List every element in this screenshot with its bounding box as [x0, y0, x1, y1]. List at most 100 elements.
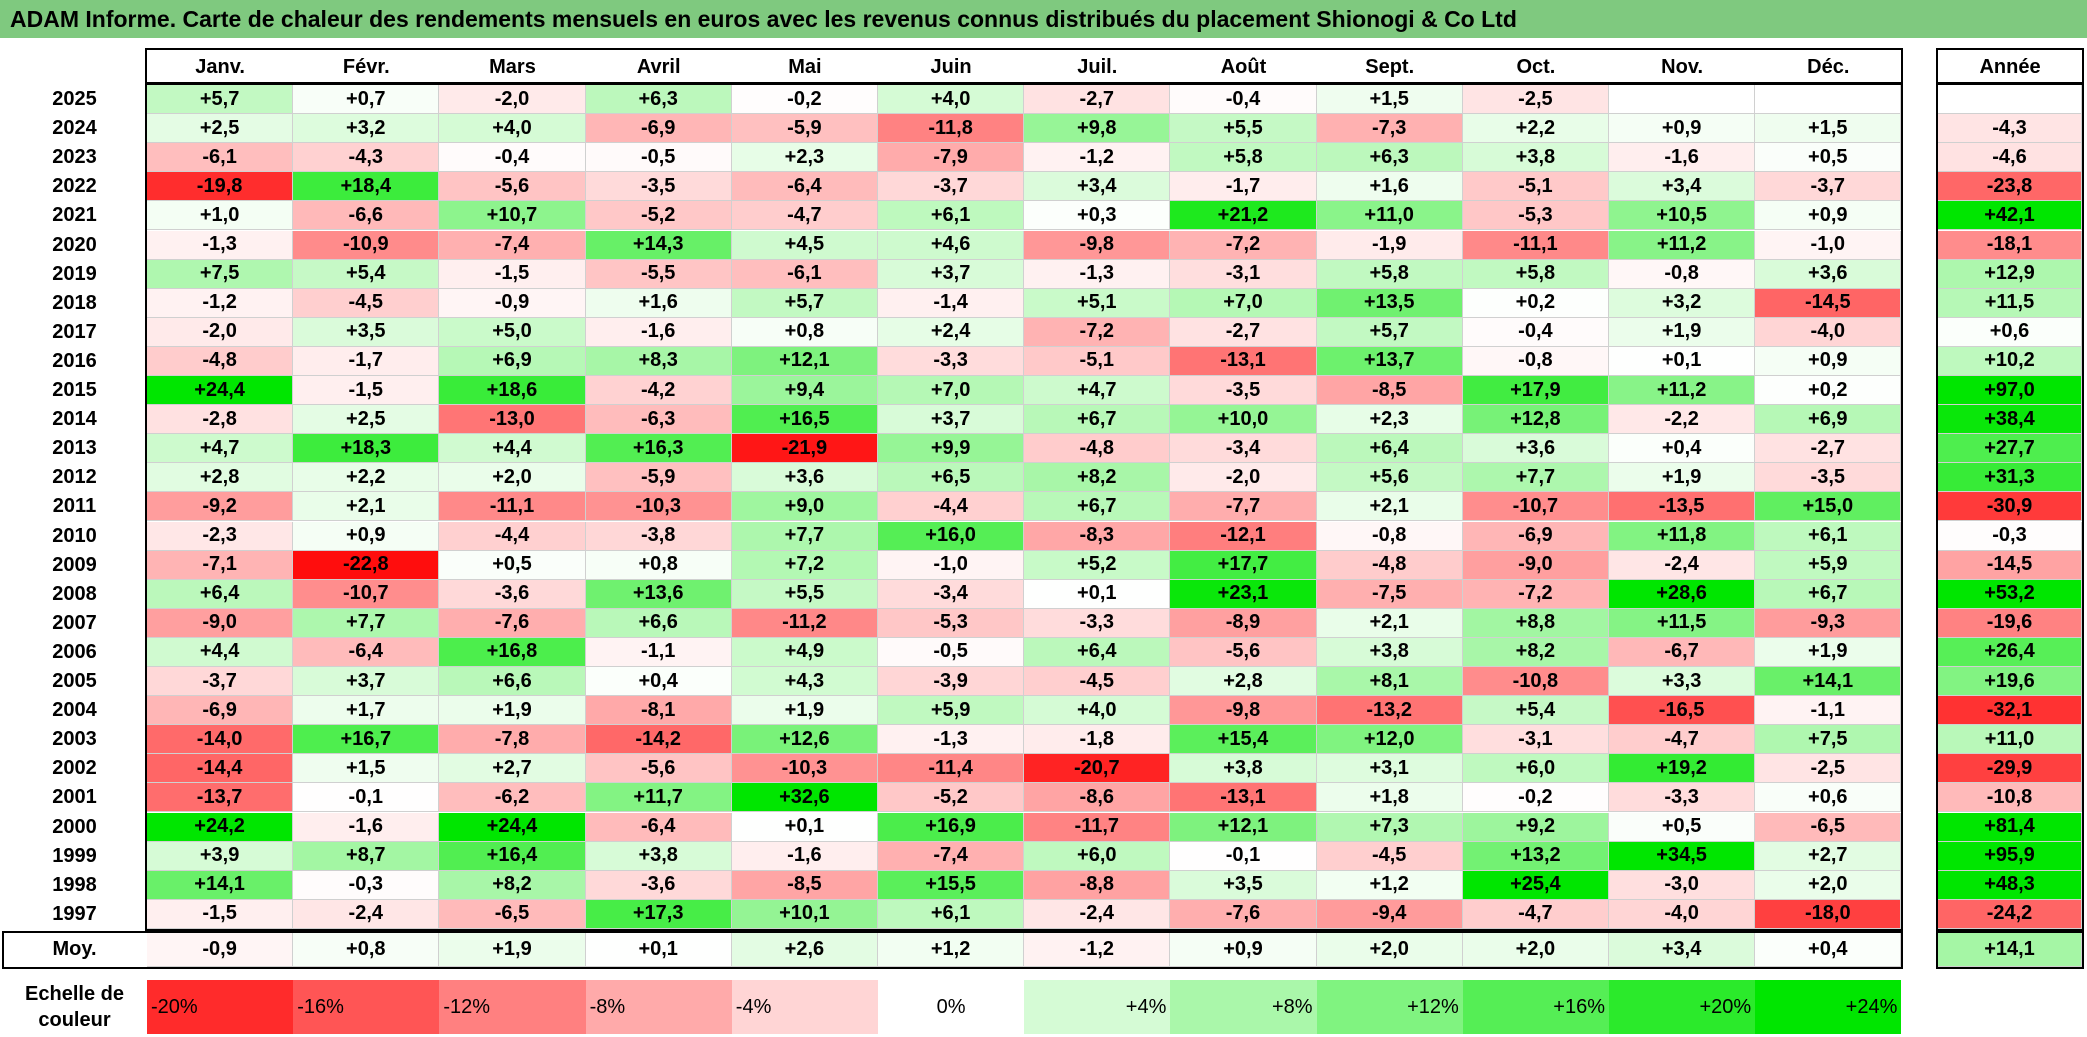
heatmap-cell: +6,9	[439, 346, 586, 376]
heatmap-cell: -6,4	[585, 812, 732, 842]
average-cell: -1,2	[1024, 932, 1171, 967]
month-header: Juin	[930, 55, 972, 78]
heatmap-cell: +9,9	[878, 434, 1025, 464]
heatmap-cell: -4,8	[1024, 434, 1171, 464]
heatmap-cell: +7,7	[731, 521, 878, 551]
heatmap-cell: +4,9	[731, 637, 878, 667]
heatmap-cell: -5,1	[1024, 346, 1171, 376]
heatmap-cell: -2,4	[1024, 899, 1171, 929]
heatmap-cell: +18,4	[293, 172, 440, 202]
heatmap-cell: -7,2	[1170, 230, 1317, 260]
scale-swatch: +24%	[1755, 980, 1902, 1034]
month-header: Mars	[489, 55, 536, 78]
heatmap-cell: -1,3	[147, 230, 294, 260]
heatmap-cell: +10,7	[439, 201, 586, 231]
heatmap-cell: +7,0	[878, 376, 1025, 406]
annual-cell: -0,3	[1938, 521, 2082, 551]
heatmap-cell: -18,0	[1755, 899, 1902, 929]
annual-cell: -18,1	[1938, 230, 2082, 260]
year-label: 1997	[52, 902, 97, 925]
average-cell: +2,6	[731, 932, 878, 967]
year-label: 2020	[52, 233, 97, 256]
heatmap-cell: +16,5	[731, 405, 878, 435]
year-label: 1999	[52, 844, 97, 867]
heatmap-cell: -3,3	[878, 346, 1025, 376]
heatmap-cell: +3,7	[293, 667, 440, 697]
heatmap-cell: +4,3	[731, 667, 878, 697]
heatmap-cell: -0,3	[293, 870, 440, 900]
heatmap-cell: +11,8	[1609, 521, 1756, 551]
heatmap-cell: +5,8	[1462, 259, 1609, 289]
heatmap-cell: -4,5	[1316, 841, 1463, 871]
heatmap-cell: +2,5	[147, 114, 294, 144]
heatmap-cell: +1,6	[585, 288, 732, 318]
heatmap-cell: -0,5	[878, 637, 1025, 667]
heatmap-cell: +5,5	[731, 579, 878, 609]
heatmap-cell: +5,8	[1170, 143, 1317, 173]
heatmap-cell: +13,5	[1316, 288, 1463, 318]
heatmap-cell: +6,9	[1755, 405, 1902, 435]
heatmap-cell: -6,3	[585, 405, 732, 435]
heatmap-cell: +7,5	[1755, 725, 1902, 755]
heatmap-cell: -1,5	[439, 259, 586, 289]
heatmap-cell: +1,5	[1316, 85, 1463, 115]
heatmap-cell: +8,7	[293, 841, 440, 871]
heatmap-cell: -1,1	[1755, 696, 1902, 726]
heatmap-cell: +3,5	[1170, 870, 1317, 900]
year-label: 2016	[52, 349, 97, 372]
heatmap-cell: +6,4	[1024, 637, 1171, 667]
heatmap-cell: +7,5	[147, 259, 294, 289]
heatmap-cell: +3,1	[1316, 754, 1463, 784]
heatmap-cell: +2,2	[293, 463, 440, 493]
heatmap-cell: +0,5	[439, 550, 586, 580]
heatmap-cell: +0,3	[1024, 201, 1171, 231]
heatmap-cell: +3,8	[1316, 637, 1463, 667]
heatmap-cell: +5,7	[1316, 317, 1463, 347]
annual-cell: -23,8	[1938, 172, 2082, 202]
heatmap-cell: -3,0	[1609, 870, 1756, 900]
heatmap-cell: -3,4	[878, 579, 1025, 609]
heatmap-cell: -12,1	[1170, 521, 1317, 551]
heatmap-cell: -0,8	[1609, 259, 1756, 289]
heatmap-cell: +11,5	[1609, 608, 1756, 638]
heatmap-cell: -6,9	[147, 696, 294, 726]
heatmap-cell: +6,7	[1024, 492, 1171, 522]
month-header: Oct.	[1516, 55, 1556, 78]
annual-header: Année	[1979, 55, 2041, 78]
month-header: Août	[1220, 55, 1267, 78]
heatmap-cell: -6,9	[585, 114, 732, 144]
heatmap-cell: +12,8	[1462, 405, 1609, 435]
heatmap-cell: +14,1	[147, 870, 294, 900]
month-header: Mai	[788, 55, 822, 78]
heatmap-cell: +5,5	[1170, 114, 1317, 144]
heatmap-cell: +19,2	[1609, 754, 1756, 784]
heatmap-cell: -20,7	[1024, 754, 1171, 784]
heatmap-cell: -5,3	[1462, 201, 1609, 231]
heatmap-cell: +3,8	[585, 841, 732, 871]
heatmap-cell: -2,7	[1755, 434, 1902, 464]
annual-cell: +0,6	[1938, 317, 2082, 347]
annual-cell: -30,9	[1938, 492, 2082, 522]
heatmap-cell: -6,2	[439, 783, 586, 813]
year-label: 2023	[52, 146, 97, 169]
heatmap-cell: -1,9	[1316, 230, 1463, 260]
heatmap-cell: -5,6	[585, 754, 732, 784]
heatmap-cell: -0,2	[1462, 783, 1609, 813]
heatmap-cell: +0,9	[293, 521, 440, 551]
heatmap-cell: -5,1	[1462, 172, 1609, 202]
heatmap-cell: -6,9	[1462, 521, 1609, 551]
heatmap-cell: -1,2	[147, 288, 294, 318]
heatmap-cell: -13,7	[147, 783, 294, 813]
average-cell: +0,1	[585, 932, 732, 967]
heatmap-cell: +1,9	[1609, 317, 1756, 347]
heatmap-cell: -6,4	[731, 172, 878, 202]
heatmap-cell: -3,3	[1609, 783, 1756, 813]
heatmap-cell: -8,3	[1024, 521, 1171, 551]
heatmap-cell: -5,6	[1170, 637, 1317, 667]
average-cell: +1,2	[878, 932, 1025, 967]
heatmap-cell: +3,8	[1170, 754, 1317, 784]
annual-cell: -4,3	[1938, 114, 2082, 144]
heatmap-cell: +11,0	[1316, 201, 1463, 231]
heatmap-cell: -14,4	[147, 754, 294, 784]
heatmap-cell: -4,2	[585, 376, 732, 406]
